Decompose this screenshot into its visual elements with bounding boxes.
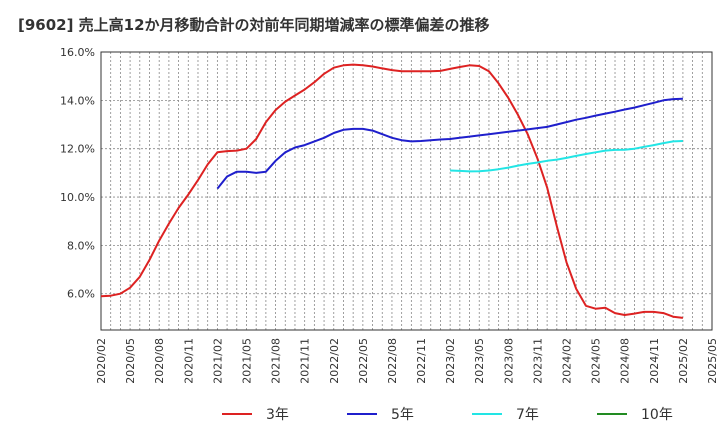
x-tick-label: 2025/05 [706, 338, 719, 384]
legend-label: 3年 [266, 407, 289, 423]
x-tick-label: 2020/11 [182, 338, 195, 384]
x-tick-label: 2022/11 [415, 338, 428, 384]
series-line-5年 [216, 97, 683, 190]
x-tick-label: 2023/02 [444, 338, 457, 384]
x-tick-label: 2024/11 [648, 338, 661, 384]
x-tick-label: 2024/05 [590, 338, 603, 384]
x-tick-label: 2025/02 [677, 338, 690, 384]
x-tick-label: 2023/08 [502, 338, 515, 384]
plot-frame [100, 51, 713, 331]
legend-item: 3年 [222, 407, 289, 423]
series-lines [100, 63, 684, 319]
legend-item: 10年 [597, 407, 673, 423]
axes: 6.0% 8.0% 10.0% 12.0% 14.0% 16.0% 2020/02 2020/… [60, 46, 719, 384]
legend-label: 7年 [516, 407, 539, 423]
y-tick-label: 6.0% [67, 288, 95, 301]
series-line-7年 [450, 140, 683, 173]
x-tick-label: 2020/05 [124, 338, 137, 384]
x-tick-label: 2021/02 [211, 338, 224, 384]
chart-title: [9602] 売上高12か月移動合計の対前年同期増減率の標準偏差の推移 [18, 16, 490, 34]
x-tick-label: 2022/02 [328, 338, 341, 384]
y-tick-label: 10.0% [60, 191, 95, 204]
x-tick-label: 2022/08 [386, 338, 399, 384]
x-tick-label: 2020/08 [153, 338, 166, 384]
x-tick-label: 2021/11 [299, 338, 312, 384]
legend: 3年 5年 7年 10年 [222, 407, 673, 423]
legend-item: 7年 [472, 407, 539, 423]
x-tick-label: 2023/11 [531, 338, 544, 384]
x-tick-label: 2023/05 [473, 338, 486, 384]
y-tick-label: 8.0% [67, 239, 95, 252]
y-tick-label: 12.0% [60, 143, 95, 156]
x-tick-label: 2021/08 [270, 338, 283, 384]
legend-label: 5年 [391, 407, 414, 423]
y-tick-label: 16.0% [60, 46, 95, 59]
x-tick-label: 2022/05 [357, 338, 370, 384]
x-tick-label: 2020/02 [95, 338, 108, 384]
x-tick-label: 2021/05 [240, 338, 253, 384]
legend-label: 10年 [641, 407, 673, 423]
y-tick-label: 14.0% [60, 94, 95, 107]
grid-layer [100, 51, 713, 330]
series-line-3年 [100, 63, 684, 319]
x-tick-label: 2024/08 [619, 338, 632, 384]
legend-item: 5年 [347, 407, 414, 423]
x-tick-label: 2024/02 [561, 338, 574, 384]
